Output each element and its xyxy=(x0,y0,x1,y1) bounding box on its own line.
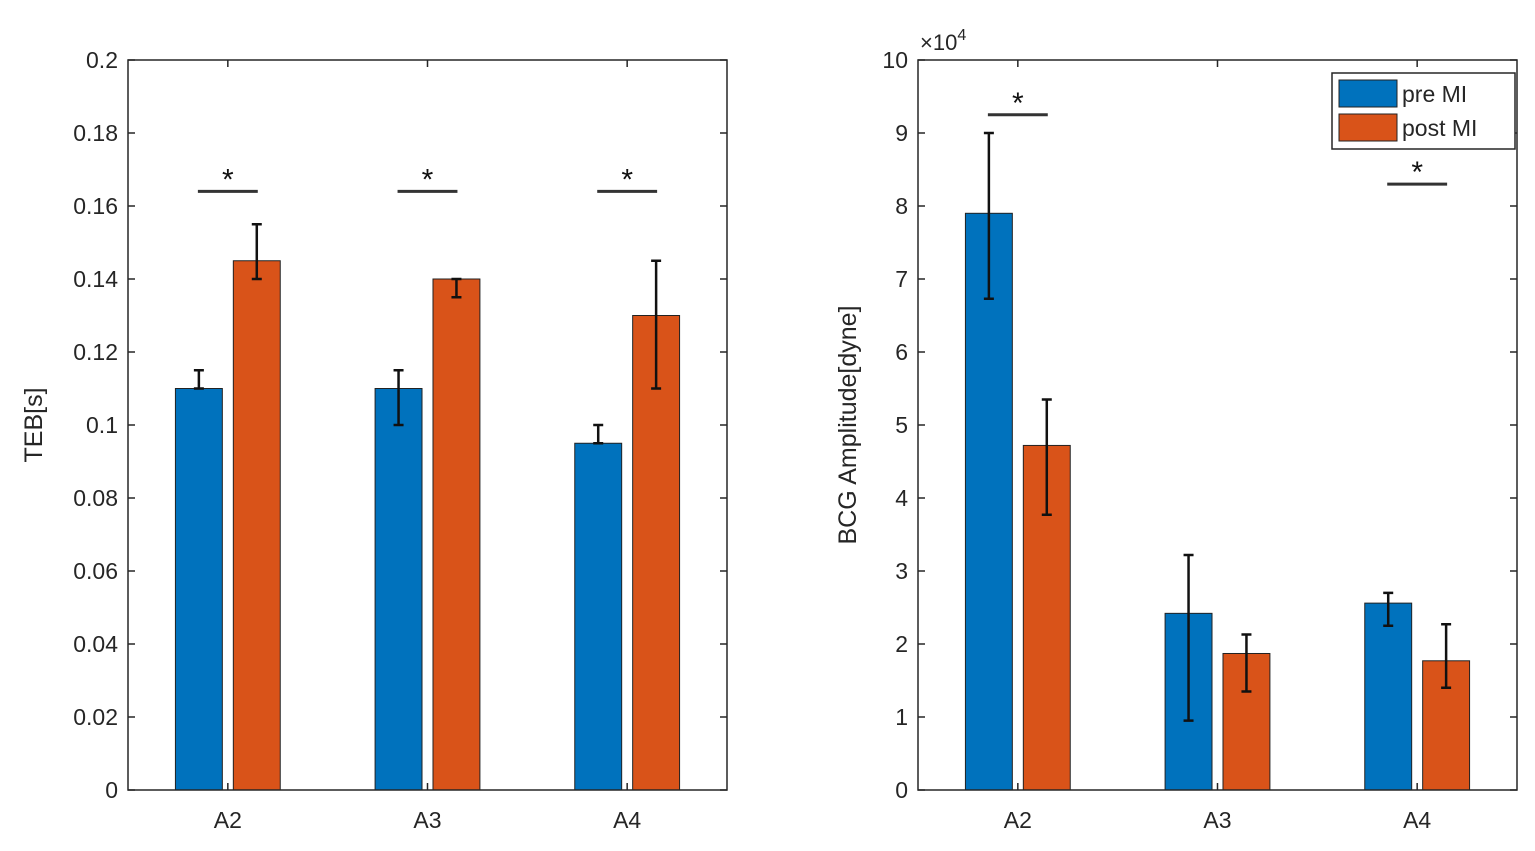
significance-star: * xyxy=(422,163,434,196)
bar-post-mi-A3 xyxy=(432,278,481,791)
chart-2: * * 0 1 2 3 4 5 6 7 8 9 10 A2 A3 A4 BCG Amplitude[dyne] ×… xyxy=(834,27,1518,833)
y-tick-label: 0.16 xyxy=(73,193,118,219)
legend: pre MI post MI xyxy=(1331,72,1516,150)
error-bar xyxy=(1383,591,1394,627)
chart-1: * * * 0 0.02 0.04 0.06 0.08 0.1 0.12 0.14 0.16 0.18 0… xyxy=(20,47,728,833)
y-tick-label: 2 xyxy=(895,631,908,657)
legend-swatch xyxy=(1338,79,1398,108)
y-tick-label: 7 xyxy=(895,266,908,292)
y-tick-label: 0.1 xyxy=(86,412,118,438)
y-tick-label: 5 xyxy=(895,412,908,438)
y-tick-label: 3 xyxy=(895,558,908,584)
significance-star: * xyxy=(222,163,234,196)
bar-post-mi-A2 xyxy=(232,260,281,791)
bar-pre-mi-A2 xyxy=(174,388,223,791)
error-bar xyxy=(451,277,462,299)
y-tick-label: 0.2 xyxy=(86,47,118,73)
bar-post-mi-A4 xyxy=(632,315,681,791)
error-bar xyxy=(1241,633,1252,693)
y-tick-label: 0.02 xyxy=(73,704,118,730)
error-bar xyxy=(1041,398,1052,517)
error-bar xyxy=(593,423,604,445)
error-bar xyxy=(193,369,204,390)
y-tick-label: 1 xyxy=(895,704,908,730)
x-tick-label: A4 xyxy=(1403,807,1431,833)
error-bar xyxy=(651,259,662,390)
x-tick-label: A3 xyxy=(1203,807,1231,833)
error-bar xyxy=(1441,623,1452,690)
error-bar xyxy=(1183,553,1194,722)
legend-swatch xyxy=(1338,113,1398,142)
legend-label: post MI xyxy=(1402,115,1477,141)
y-tick-label: 0.06 xyxy=(73,558,118,584)
significance-star: * xyxy=(1411,156,1423,189)
y-tick-label: 0.04 xyxy=(73,631,118,657)
significance-star: * xyxy=(621,163,633,196)
y-tick-label: 0.18 xyxy=(73,120,118,146)
x-tick-label: A3 xyxy=(413,807,441,833)
bar-pre-mi-A2 xyxy=(964,212,1013,791)
x-tick-label: A2 xyxy=(214,807,242,833)
y-tick-label: 4 xyxy=(895,485,908,511)
y-tick-label: 6 xyxy=(895,339,908,365)
y-exponent-power: 4 xyxy=(957,27,966,44)
error-bar xyxy=(251,223,262,281)
x-tick-label: A2 xyxy=(1004,807,1032,833)
bar-pre-mi-A3 xyxy=(374,388,423,791)
bar-pre-mi-A4 xyxy=(1364,602,1413,791)
y-tick-label: 0.08 xyxy=(73,485,118,511)
error-bar xyxy=(393,369,404,427)
x-tick-label: A4 xyxy=(613,807,641,833)
y-exponent: ×104 xyxy=(920,27,966,55)
y-tick-label: 0.14 xyxy=(73,266,118,292)
significance-star: * xyxy=(1012,87,1024,120)
y-tick-label: 9 xyxy=(895,120,908,146)
bar-pre-mi-A4 xyxy=(574,442,623,791)
y-tick-label: 8 xyxy=(895,193,908,219)
y-tick-label: 0.12 xyxy=(73,339,118,365)
y-axis-label: TEB[s] xyxy=(20,387,48,462)
legend-label: pre MI xyxy=(1402,81,1467,107)
y-tick-label: 0 xyxy=(105,777,118,803)
y-tick-label: 10 xyxy=(882,47,908,73)
error-bar xyxy=(983,131,994,300)
y-axis-label: BCG Amplitude[dyne] xyxy=(834,305,862,544)
y-tick-label: 0 xyxy=(895,777,908,803)
